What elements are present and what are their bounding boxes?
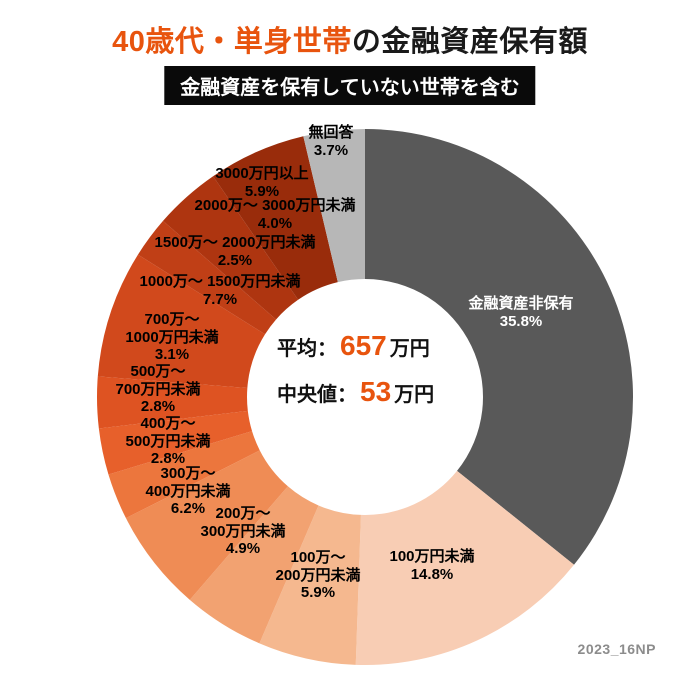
pie-segment-2 <box>355 470 575 665</box>
pie-segment-13 <box>303 129 365 283</box>
pie-segment-11 <box>163 176 299 320</box>
mean-row: 平均： 657 万円 <box>277 330 434 362</box>
watermark: 2023_16NP <box>577 641 656 657</box>
mean-unit: 万円 <box>389 338 430 360</box>
pie-segment-5 <box>125 450 288 600</box>
mean-value: 657 <box>340 330 387 361</box>
mean-label: 平均： <box>277 338 337 360</box>
pie-segment-9 <box>97 254 266 388</box>
title-highlight: 40歳代・単身世帯 <box>112 26 352 58</box>
center-stats: 平均： 657 万円 中央値： 53 万円 <box>277 330 434 422</box>
median-label: 中央値： <box>277 384 357 406</box>
pie-segment-3 <box>259 505 361 665</box>
pie-segment-1 <box>365 129 634 565</box>
median-value: 53 <box>360 376 392 407</box>
subtitle-badge: 金融資産を保有していない世帯を含む <box>164 66 536 105</box>
pie-segment-12 <box>213 136 338 300</box>
title-rest: の金融資産保有額 <box>351 26 588 58</box>
pie-segment-10 <box>137 220 277 335</box>
pie-segment-4 <box>189 486 319 644</box>
pie-segment-6 <box>108 431 260 519</box>
pie-segment-7 <box>98 410 253 475</box>
median-row: 中央値： 53 万円 <box>277 376 434 408</box>
page-title: 40歳代・単身世帯の金融資産保有額 <box>0 18 700 60</box>
median-unit: 万円 <box>394 384 435 406</box>
pie-segment-8 <box>96 376 248 429</box>
